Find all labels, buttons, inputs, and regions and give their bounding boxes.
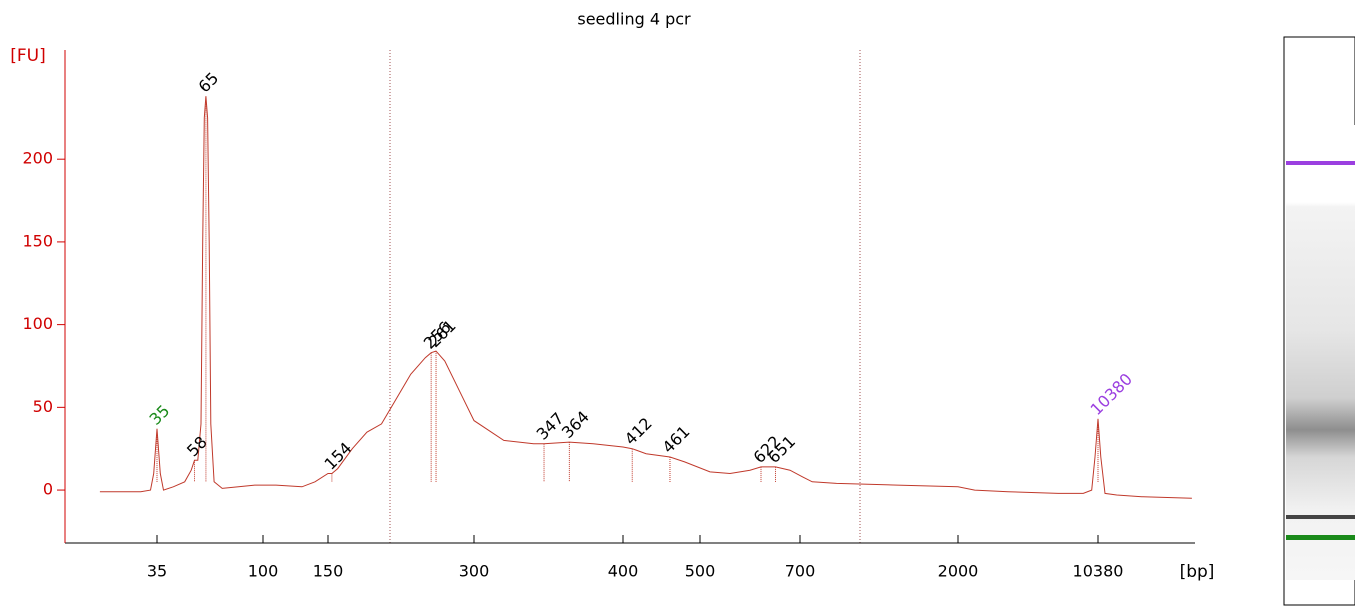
- y-tick-label: 100: [22, 314, 53, 333]
- x-tick-label: 700: [785, 562, 816, 581]
- x-axis-label: [bp]: [1180, 562, 1215, 582]
- x-tick-label: 150: [313, 562, 344, 581]
- band: [1286, 515, 1355, 519]
- x-tick-label: 10380: [1073, 562, 1124, 581]
- peak-label: 58: [183, 432, 211, 460]
- lane-smear: [1286, 125, 1355, 580]
- chart-title: seedling 4 pcr: [577, 10, 691, 29]
- x-tick-label: 35: [147, 562, 167, 581]
- peak-label: 364: [558, 407, 593, 442]
- peak-label: 412: [621, 414, 656, 449]
- y-tick-label: 50: [33, 397, 53, 416]
- x-tick-label: 100: [248, 562, 279, 581]
- upper-marker: [1286, 161, 1355, 165]
- y-tick-label: 150: [22, 231, 53, 250]
- peak-label: 10380: [1087, 370, 1136, 419]
- x-tick-label: 400: [608, 562, 639, 581]
- trace: [99, 96, 1192, 499]
- peak-label: 65: [194, 69, 222, 97]
- x-tick-label: 500: [685, 562, 716, 581]
- peak-label: 35: [146, 401, 174, 429]
- y-tick-label: 0: [43, 480, 53, 499]
- peak-label: 154: [320, 438, 355, 473]
- y-axis-label: [FU]: [10, 46, 46, 66]
- x-tick-label: 2000: [938, 562, 979, 581]
- y-tick-label: 200: [22, 149, 53, 168]
- peak-label: 461: [659, 422, 694, 457]
- gel-lane: [1283, 36, 1355, 606]
- lower-marker: [1286, 535, 1355, 540]
- x-tick-label: 300: [459, 562, 490, 581]
